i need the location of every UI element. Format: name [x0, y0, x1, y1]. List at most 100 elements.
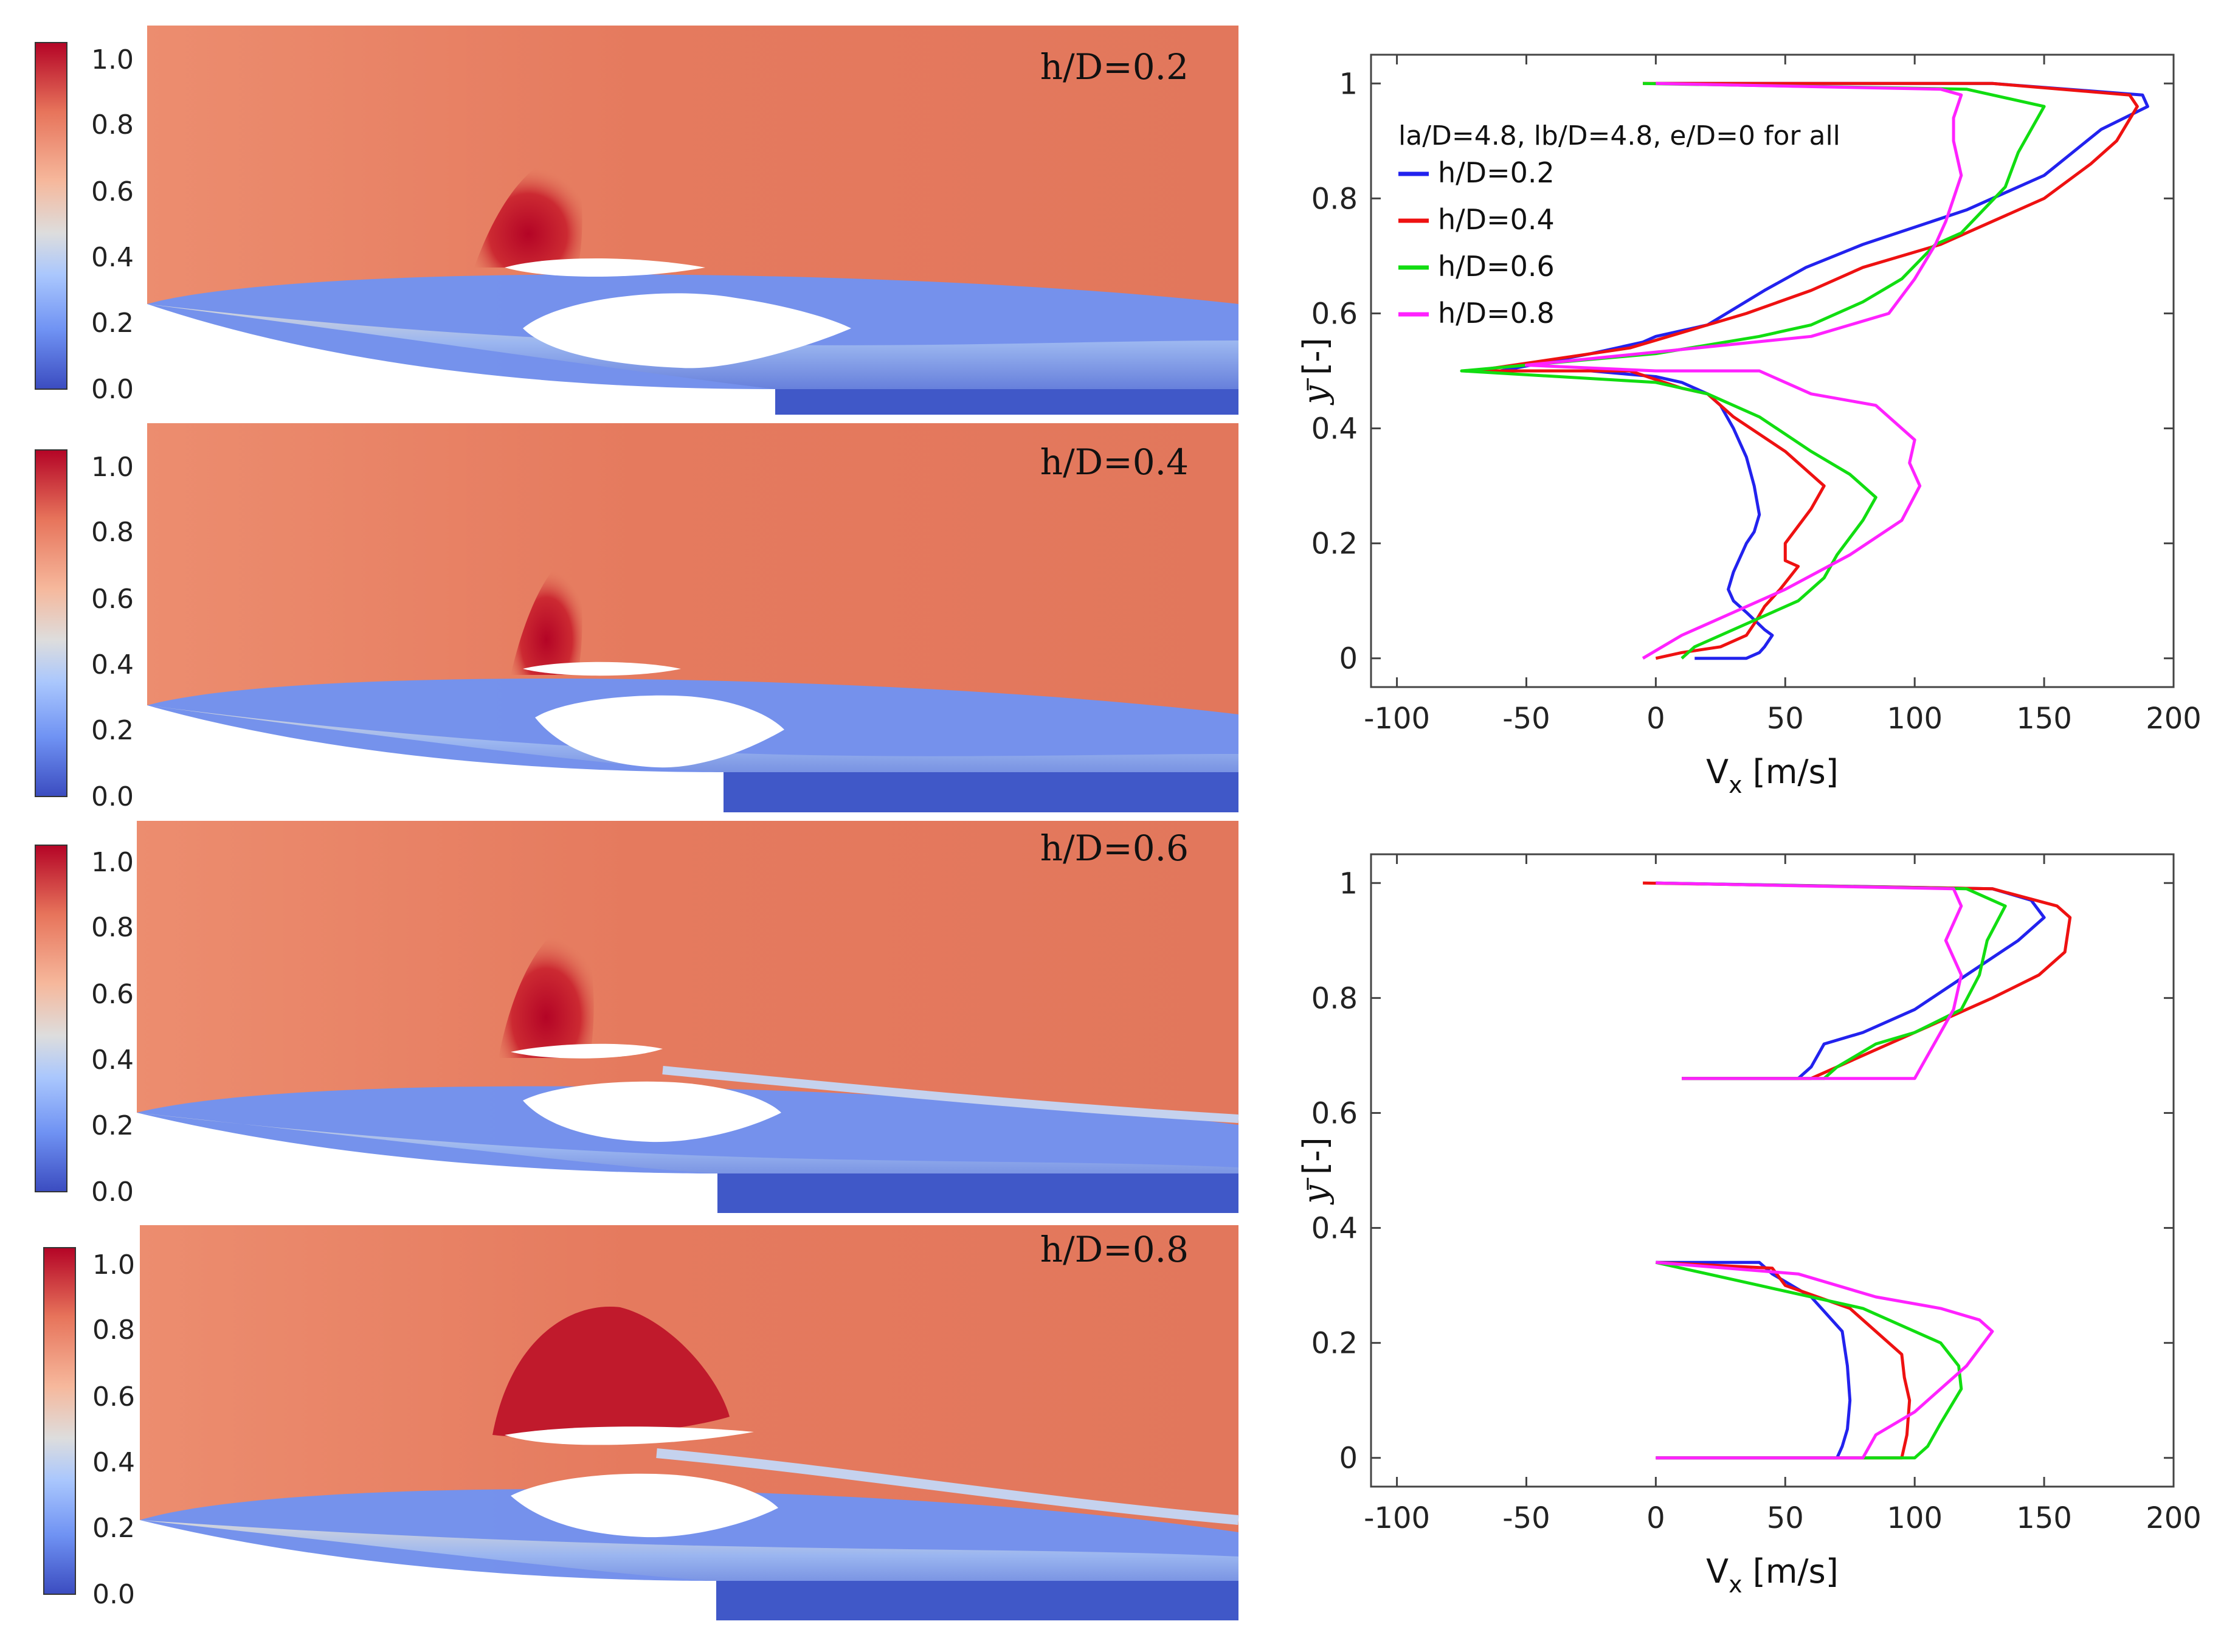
contour-field: [137, 821, 1239, 1213]
x-axis-ticks: -100 -50 0 50 100 150 200: [1364, 55, 2202, 736]
colorbar-tick: 0.6: [91, 584, 134, 615]
colorbar-tick: 0.2: [92, 1513, 135, 1544]
y-axis-label-unit: [-]: [1296, 337, 1335, 375]
y-tick-label: 0: [1339, 642, 1358, 676]
legend-label-h02: h/D=0.2: [1438, 156, 1555, 189]
colorbar-ticks: 1.0 0.8 0.6 0.4 0.2 0.0: [91, 452, 134, 812]
contour-field: [147, 423, 1238, 812]
x-tick-label: 0: [1646, 702, 1665, 736]
colorbar-tick: 0.0: [91, 1177, 134, 1208]
y-axis-label: y [-]: [1296, 337, 1335, 405]
colorbar-ticks: 1.0 0.8 0.6 0.4 0.2 0.0: [91, 44, 134, 405]
x-axis-label-space: [1743, 753, 1753, 791]
x-tick-label: 100: [1887, 1501, 1943, 1535]
y-axis-label-symbol: y: [1296, 385, 1335, 406]
x-tick-label: 50: [1767, 702, 1804, 736]
colorbar: [35, 42, 67, 390]
plot-area: [1370, 853, 2175, 1488]
panel-label: h/D=0.6: [1040, 828, 1189, 869]
x-axis-label: Vx [m/s]: [1706, 1552, 1839, 1598]
chart-velocity-profile-bottom: -100 -50 0 50 100 150 200 0 0.2 0.4 0.6 0.8 1 Vx [m…: [1296, 853, 2202, 1598]
series-line-h08: [1525, 81, 1963, 660]
colorbar-ticks: 1.0 0.8 0.6 0.4 0.2 0.0: [91, 847, 134, 1208]
y-axis-label-unit: [-]: [1296, 1137, 1335, 1175]
colorbar-tick: 0.8: [92, 1315, 135, 1346]
x-axis-label-unit: [m/s]: [1753, 1552, 1839, 1591]
legend-label-h04: h/D=0.4: [1438, 203, 1555, 236]
y-axis-ticks: 0 0.2 0.4 0.6 0.8 1: [1311, 67, 2174, 676]
colorbar-tick: 1.0: [92, 1249, 135, 1280]
contour-panel-h04: 1.0 0.8 0.6 0.4 0.2 0.0 h/D=0.4: [35, 423, 1238, 812]
colorbar-tick: 0.8: [91, 912, 134, 943]
series-line-h04: [1473, 81, 2139, 660]
x-tick-label: 100: [1887, 702, 1943, 736]
x-axis-label-space: [1743, 1552, 1753, 1591]
contour-panel-h08: 1.0 0.8 0.6 0.4 0.2 0.0 h/D=0.8: [43, 1225, 1239, 1620]
x-tick-label: 150: [2016, 1501, 2072, 1535]
colorbar-tick: 1.0: [91, 44, 134, 75]
x-tick-label: 0: [1646, 1501, 1665, 1535]
contour-panel-h06: 1.0 0.8 0.6 0.4 0.2 0.0 h/D=0.6: [35, 821, 1239, 1213]
colorbar-tick: 0.2: [91, 715, 134, 746]
y-tick-label: 0.4: [1311, 412, 1358, 446]
colorbar-tick: 0.6: [91, 979, 134, 1010]
panel-label: h/D=0.2: [1040, 46, 1189, 88]
x-axis-label-main: V: [1706, 1552, 1729, 1591]
colorbar: [43, 1247, 76, 1595]
y-axis-label-symbol: y: [1296, 1184, 1335, 1205]
colorbar-tick: 0.4: [91, 1045, 134, 1076]
series-line-h06: [1655, 881, 2007, 1460]
series-line-h08: [1656, 881, 1994, 1460]
x-tick-label: -50: [1502, 1501, 1550, 1535]
x-tick-label: 50: [1767, 1501, 1804, 1535]
panel-label: h/D=0.8: [1040, 1229, 1189, 1270]
colorbar-tick: 0.8: [91, 109, 134, 140]
colorbar-tick: 0.0: [91, 781, 134, 812]
x-axis-label-sub: x: [1729, 1571, 1743, 1598]
x-tick-label: -100: [1364, 1501, 1430, 1535]
x-axis-label-unit: [m/s]: [1753, 753, 1839, 791]
y-tick-label: 1: [1339, 67, 1358, 101]
colorbar-tick: 0.4: [92, 1447, 135, 1478]
y-tick-label: 0.8: [1311, 981, 1358, 1015]
x-tick-label: -50: [1502, 702, 1550, 736]
series-line-h02: [1656, 881, 2046, 1460]
colorbar-tick: 0.0: [91, 374, 134, 405]
y-tick-label: 0.2: [1311, 1327, 1358, 1361]
series-lines: [1460, 81, 2149, 660]
legend-entries: h/D=0.2 h/D=0.4 h/D=0.6 h/D=0.8: [1398, 156, 1555, 330]
x-axis-ticks: -100 -50 0 50 100 150 200: [1364, 854, 2202, 1535]
colorbar-tick: 0.4: [91, 649, 134, 680]
x-tick-label: -100: [1364, 702, 1430, 736]
colorbar-ticks: 1.0 0.8 0.6 0.4 0.2 0.0: [92, 1249, 135, 1610]
colorbar-tick: 0.6: [92, 1381, 135, 1412]
legend-title: la/D=4.8, lb/D=4.8, e/D=0 for all: [1398, 120, 1840, 151]
colorbar: [35, 845, 67, 1192]
plot-area: [1370, 54, 2175, 688]
colorbar-tick: 0.2: [91, 1110, 134, 1141]
panel-label: h/D=0.4: [1040, 441, 1189, 483]
colorbar-tick: 1.0: [91, 847, 134, 878]
series-lines: [1643, 881, 2072, 1460]
x-axis-label: Vx [m/s]: [1706, 753, 1839, 798]
y-tick-label: 0.4: [1311, 1212, 1358, 1246]
series-line-h04: [1643, 881, 2072, 1460]
x-tick-label: 200: [2146, 702, 2202, 736]
y-tick-label: 0.8: [1311, 182, 1358, 216]
x-tick-label: 200: [2146, 1501, 2202, 1535]
y-axis-ticks: 0 0.2 0.4 0.6 0.8 1: [1311, 866, 2174, 1476]
colorbar: [35, 449, 67, 797]
colorbar-tick: 0.0: [92, 1579, 135, 1610]
x-axis-label-sub: x: [1729, 772, 1743, 798]
y-axis-label: y [-]: [1296, 1137, 1335, 1204]
contour-field: [147, 26, 1238, 415]
legend: la/D=4.8, lb/D=4.8, e/D=0 for all h/D=0.…: [1398, 120, 1840, 330]
colorbar-tick: 0.6: [91, 176, 134, 207]
y-tick-label: 0.6: [1311, 1096, 1358, 1130]
legend-label-h08: h/D=0.8: [1438, 297, 1555, 330]
colorbar-tick: 0.2: [91, 308, 134, 339]
series-line-h06: [1460, 81, 2046, 660]
y-tick-label: 0.6: [1311, 297, 1358, 331]
contour-field: [140, 1225, 1239, 1620]
